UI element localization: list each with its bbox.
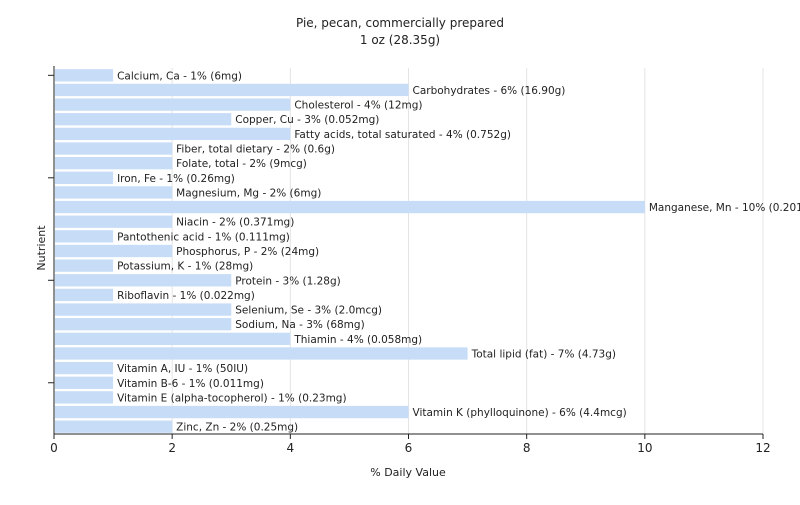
bar — [55, 83, 409, 97]
bar — [55, 171, 114, 184]
x-axis-label: % Daily Value — [370, 466, 446, 479]
x-tick-label: 4 — [287, 441, 295, 455]
bar — [55, 376, 114, 389]
bar-data-label: Fiber, total dietary - 2% (0.6g) — [176, 144, 335, 156]
x-tick-label: 6 — [405, 441, 413, 455]
bar — [55, 157, 173, 170]
chart-title: Pie, pecan, commercially prepared — [296, 16, 504, 30]
bar-data-label: Vitamin B-6 - 1% (0.011mg) — [117, 378, 264, 390]
bar — [55, 318, 232, 331]
bar-data-label: Phosphorus, P - 2% (24mg) — [176, 246, 319, 258]
bar — [55, 215, 173, 228]
bar-data-label: Cholesterol - 4% (12mg) — [294, 100, 422, 112]
bar-data-label: Carbohydrates - 6% (16.90g) — [413, 85, 566, 97]
axes: 0 2 4 6 8 10 12 — [48, 66, 771, 455]
y-axis-label: Nutrient — [35, 225, 48, 271]
gridlines — [171, 68, 764, 434]
bar — [55, 332, 291, 345]
bar — [55, 200, 645, 214]
bar — [55, 420, 173, 433]
x-tick-label: 12 — [755, 441, 770, 455]
bar — [55, 347, 468, 360]
x-tick-label: 8 — [523, 441, 531, 455]
bar — [55, 288, 114, 302]
bar-data-label: Riboflavin - 1% (0.022mg) — [117, 290, 255, 302]
bar — [55, 303, 232, 316]
bar-data-label: Thiamin - 4% (0.058mg) — [293, 334, 422, 346]
bar-data-label: Vitamin A, IU - 1% (50IU) — [117, 363, 248, 375]
bar-data-label: Pantothenic acid - 1% (0.111mg) — [117, 231, 290, 243]
bar — [55, 259, 114, 272]
bar-data-label: Total lipid (fat) - 7% (4.73g) — [471, 348, 616, 360]
bar-data-label: Iron, Fe - 1% (0.26mg) — [117, 173, 235, 185]
bar — [55, 391, 114, 404]
bars: Calcium, Ca - 1% (6mg) Carbohydrates - 6%… — [55, 69, 800, 434]
bar-data-label: Folate, total - 2% (9mcg) — [176, 158, 307, 170]
bar-data-label: Potassium, K - 1% (28mg) — [117, 261, 253, 273]
bar-data-label: Manganese, Mn - 10% (0.201mg) — [649, 202, 800, 214]
bar — [55, 405, 409, 419]
bar-data-label: Selenium, Se - 3% (2.0mcg) — [235, 305, 382, 317]
x-tick-label: 0 — [50, 441, 58, 455]
bar — [55, 98, 291, 111]
bar — [55, 69, 114, 82]
x-tick-label: 10 — [637, 441, 652, 455]
bar-data-label: Copper, Cu - 3% (0.052mg) — [235, 114, 379, 126]
bar — [55, 186, 173, 199]
bar-data-label: Protein - 3% (1.28g) — [235, 275, 341, 287]
bar — [55, 127, 291, 141]
bar-data-label: Vitamin E (alpha-tocopherol) - 1% (0.23m… — [117, 392, 347, 404]
bar — [55, 244, 173, 258]
bar — [55, 113, 232, 126]
bar-data-label: Calcium, Ca - 1% (6mg) — [117, 70, 242, 82]
bar — [55, 361, 114, 375]
bar — [55, 274, 232, 287]
bar-data-label: Fatty acids, total saturated - 4% (0.752… — [294, 129, 511, 141]
bar — [55, 142, 173, 155]
bar-data-label: Niacin - 2% (0.371mg) — [176, 217, 294, 229]
bar — [55, 230, 114, 243]
bar-data-label: Magnesium, Mg - 2% (6mg) — [176, 187, 321, 199]
bar-data-label: Sodium, Na - 3% (68mg) — [235, 319, 364, 331]
chart-subtitle: 1 oz (28.35g) — [360, 33, 440, 47]
bar-data-label: Vitamin K (phylloquinone) - 6% (4.4mcg) — [413, 407, 627, 419]
x-tick-label: 2 — [168, 441, 176, 455]
bar-data-label: Zinc, Zn - 2% (0.25mg) — [176, 422, 298, 434]
